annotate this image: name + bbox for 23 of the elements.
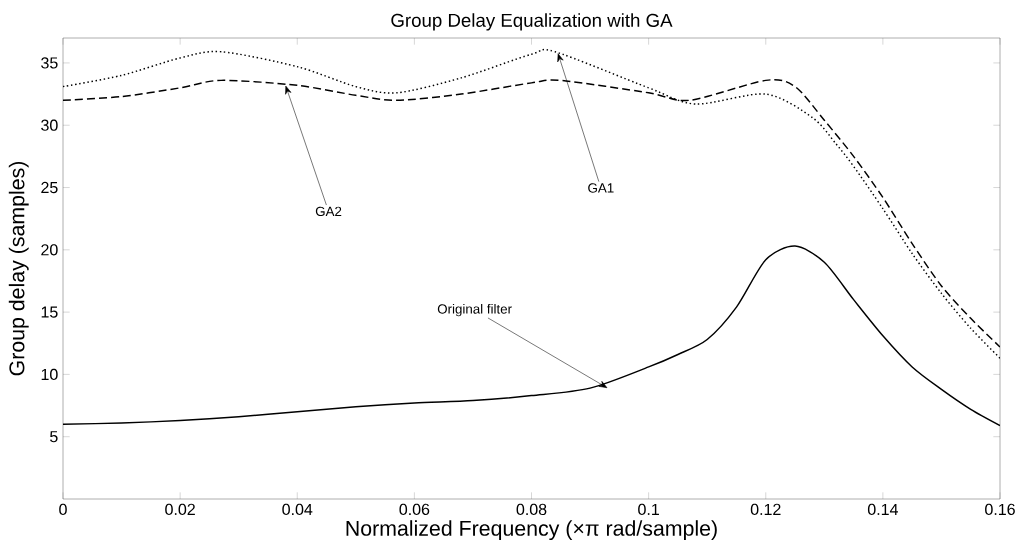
x-tick-label: 0.1 (638, 503, 659, 516)
y-tick-label: 30 (41, 119, 58, 131)
line-series (63, 245, 1001, 427)
x-axis-title: Normalized Frequency (×π rad/sample) (346, 520, 717, 541)
y-axis-title: Group delay (samples) (8, 161, 29, 376)
x-tick-label: 0.06 (399, 503, 430, 516)
y-tick-label: 5 (50, 431, 58, 443)
x-tick-label: 0.04 (282, 503, 313, 516)
annotation: GA1 (588, 183, 614, 193)
y-tick-label: 15 (41, 306, 58, 318)
annotation: GA2 (315, 206, 342, 217)
x-tick-label: 0.12 (750, 503, 781, 516)
y-tick-label: 10 (41, 368, 58, 381)
x-tick-label: 0.14 (867, 503, 898, 516)
x-tick-label: 0 (59, 503, 67, 516)
y-tick-label: 20 (41, 244, 58, 256)
x-tick-label: 0.08 (516, 503, 547, 516)
y-tick-label: 25 (41, 181, 58, 194)
annotation: Original filter (437, 303, 512, 317)
x-tick-label: 0.16 (985, 503, 1015, 516)
x-tick-label: 0.02 (165, 503, 195, 516)
y-tick-label: 35 (41, 57, 58, 69)
chart-title: Group Delay Equalization with GA (391, 13, 673, 31)
